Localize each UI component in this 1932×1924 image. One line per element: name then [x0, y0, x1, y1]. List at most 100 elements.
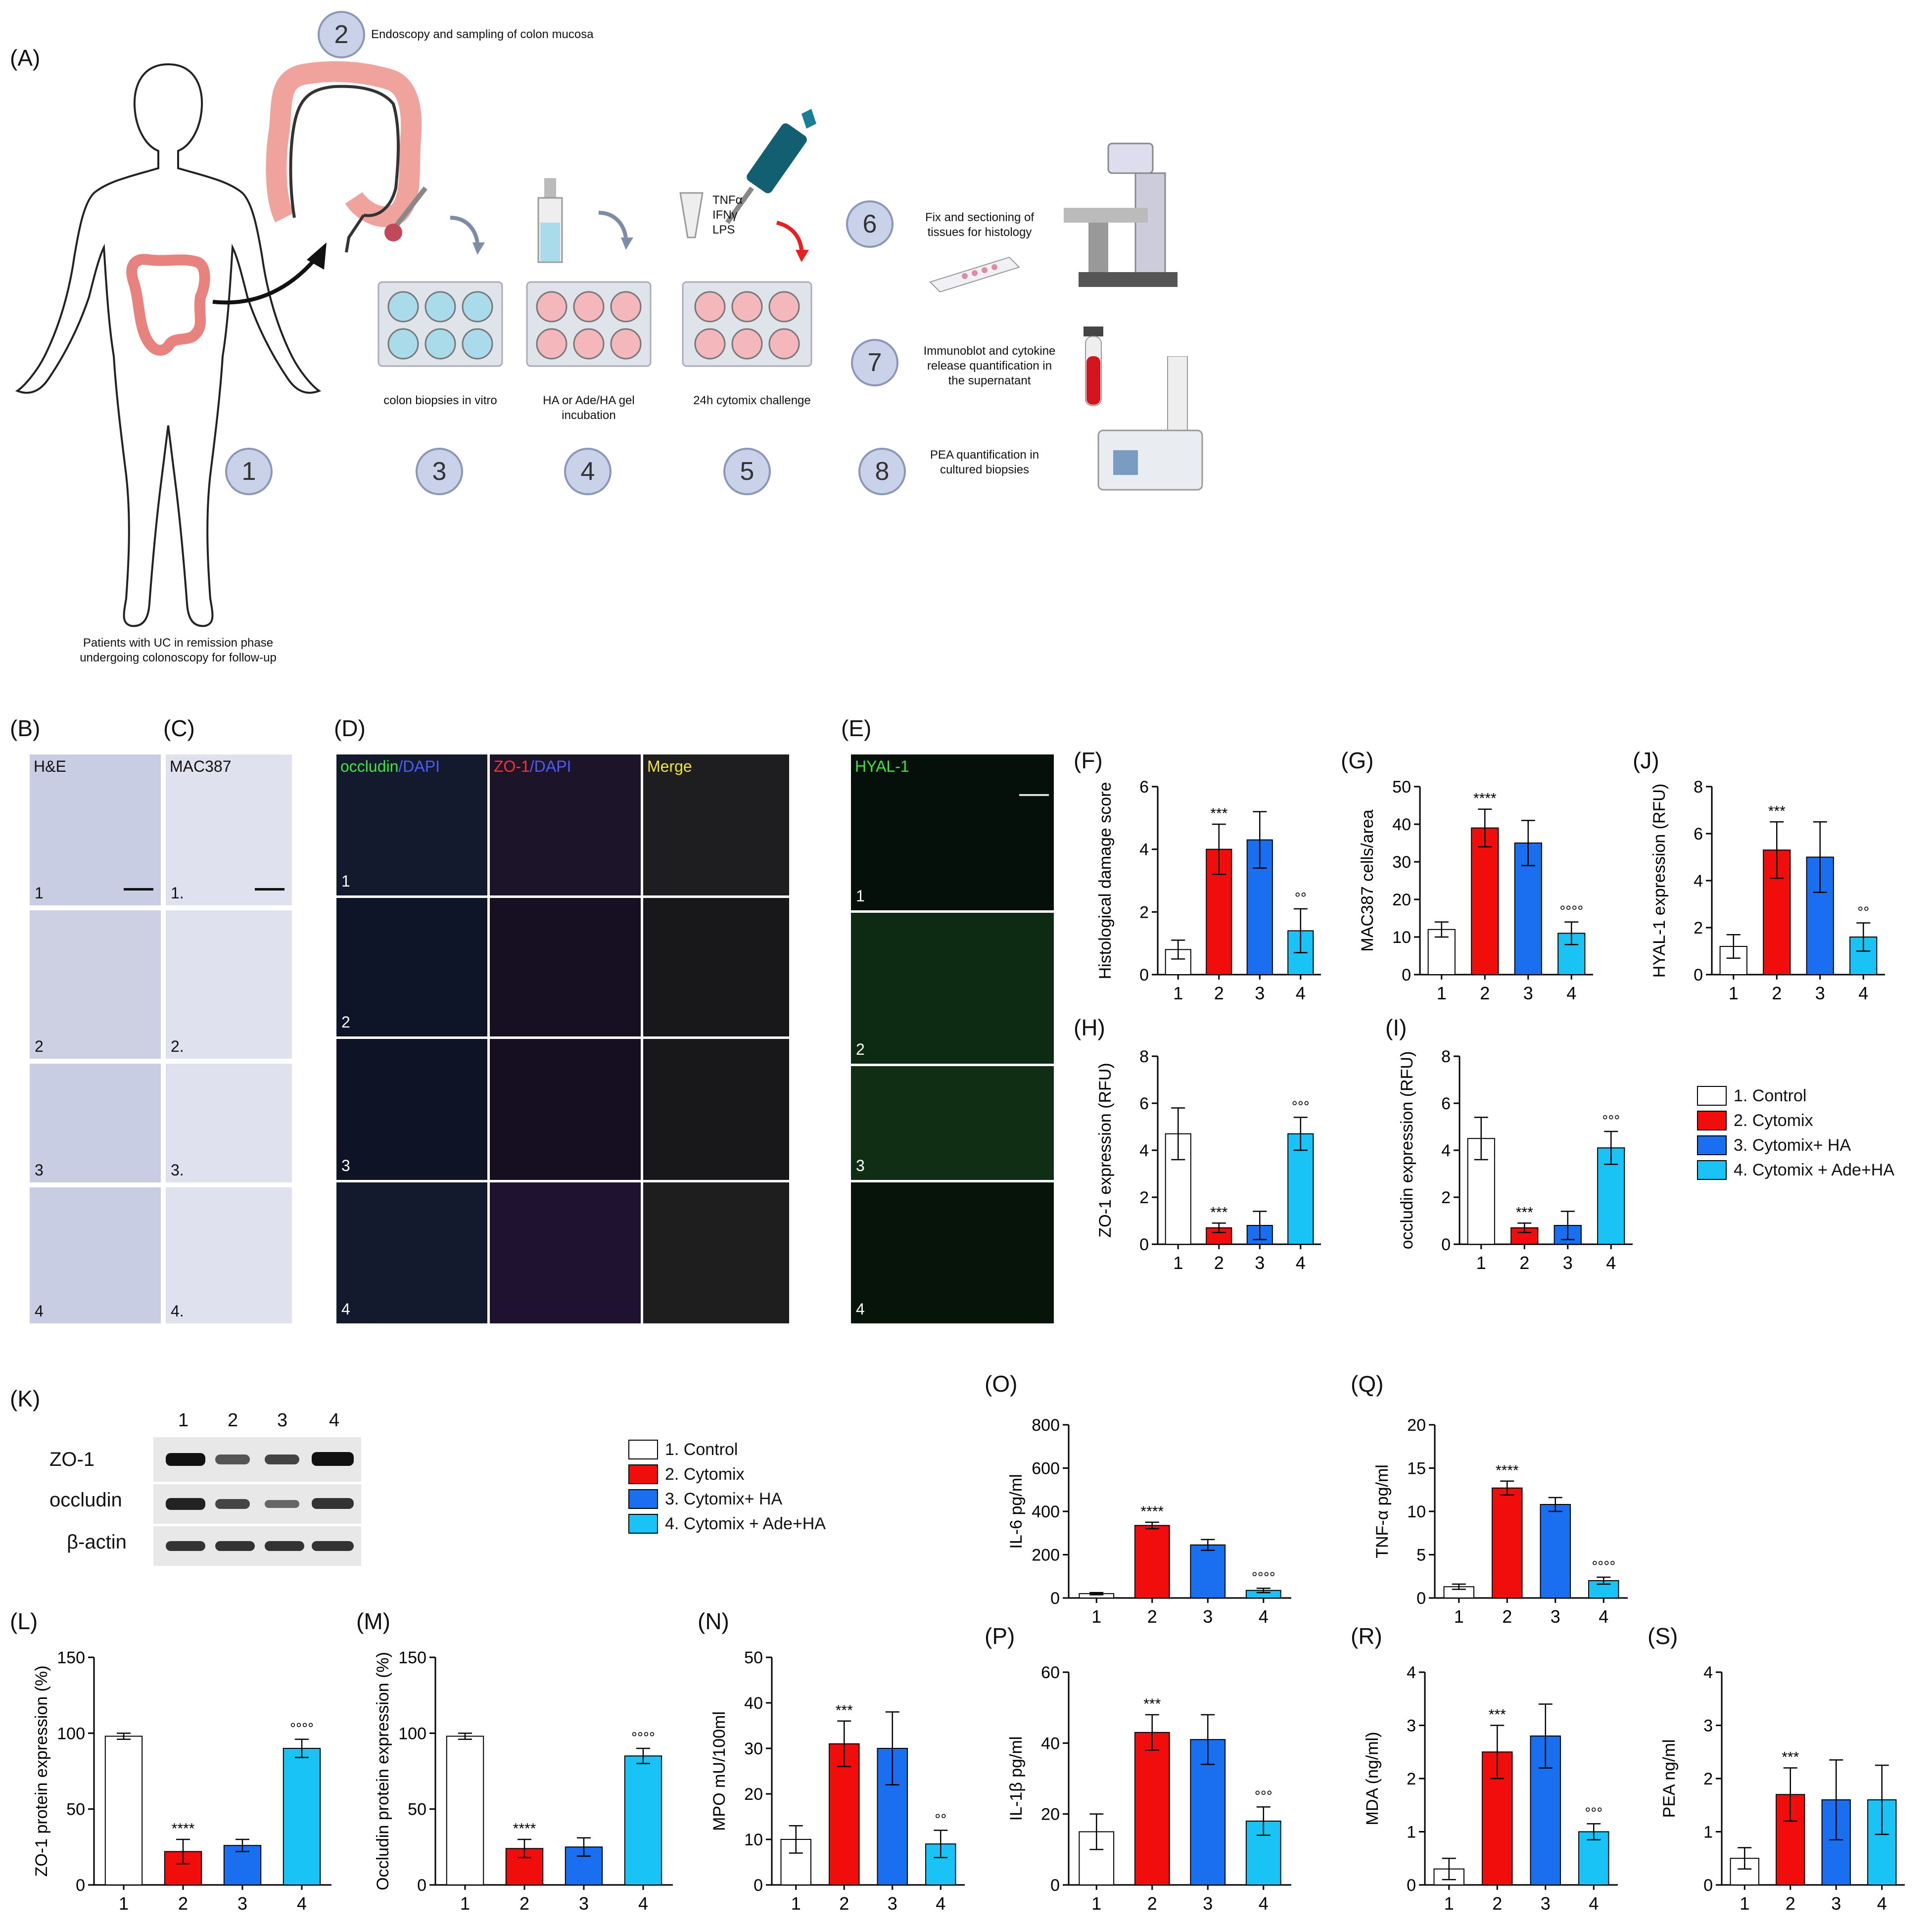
x-tick-label: 4: [1858, 983, 1868, 1003]
significance-label: °°°°: [1559, 903, 1583, 920]
x-tick-label: 3: [1563, 1253, 1573, 1273]
y-tick-label: 20: [1407, 1416, 1426, 1435]
panel-label-d: (D): [334, 715, 366, 741]
band: [312, 1452, 354, 1466]
chart-s: 0 1 2 3 4 PEA ng/ml 1 2 *** 3 4: [1660, 1663, 1905, 1914]
x-tick-label: 2: [1772, 983, 1782, 1003]
y-tick-label: 10: [744, 1830, 763, 1849]
y-tick-label: 2: [1703, 1770, 1713, 1788]
legend-item-cytomix-ade-ha: 4. Cytomix + Ade+HA: [1697, 1158, 1894, 1182]
occludin-image-4: 4: [336, 1182, 487, 1323]
y-tick-label: 2: [1139, 1188, 1149, 1207]
x-tick-label: 2: [1480, 983, 1490, 1003]
y-axis-label: Occludin protein expression (%): [374, 1652, 392, 1890]
significance-label: ***: [836, 1702, 853, 1719]
y-tick-label: 0: [1139, 1235, 1149, 1254]
y-tick-label: 20: [744, 1785, 763, 1804]
y-tick-label: 50: [1392, 778, 1411, 797]
x-tick-label: 3: [237, 1893, 247, 1914]
x-tick-label: 2: [1492, 1893, 1502, 1914]
y-tick-label: 0: [76, 1876, 85, 1895]
legend-label: 4. Cytomix + Ade+HA: [665, 1514, 826, 1533]
y-tick-label: 20: [1392, 891, 1411, 909]
chart-q: 0 5 10 15 20 TNF-α pg/ml 1 2 **** 3 4 °°°°: [1373, 1416, 1628, 1627]
hyal1-image-1: HYAL-1 1: [851, 754, 1054, 910]
chart-i: 0 2 4 6 8 occludin expression (RFU) 1 2 *** 3 4 °°°: [1398, 1047, 1633, 1273]
band: [166, 1453, 205, 1466]
x-tick-label: 3: [1815, 983, 1825, 1003]
human-body-illustration: [15, 63, 322, 627]
y-tick-label: 5: [1416, 1546, 1426, 1565]
scale-bar: [124, 888, 153, 891]
legend-swatch: [628, 1440, 658, 1459]
y-axis-label: ZO-1 expression (RFU): [1096, 1063, 1115, 1237]
mac387-micrograph-3: 3.: [166, 1064, 292, 1182]
x-tick-label: 2: [1502, 1606, 1512, 1627]
occludin-text: occludin: [340, 757, 399, 775]
x-tick-label: 3: [1255, 983, 1265, 1003]
lane-label-1: 1: [178, 1410, 189, 1431]
significance-label: ****: [1140, 1503, 1164, 1520]
legend-label: 4. Cytomix + Ade+HA: [1734, 1160, 1895, 1179]
y-tick-label: 6: [1139, 778, 1149, 797]
x-tick-label: 4: [297, 1893, 307, 1914]
occludin-channel-label: occludin/DAPI: [340, 757, 440, 776]
y-tick-label: 0: [1139, 966, 1149, 985]
plate-step5-icon: [679, 192, 812, 367]
step8-circle: 8: [858, 448, 906, 495]
plate-step3-icon: [377, 186, 503, 367]
hyal1-image-3: 3: [851, 1066, 1054, 1180]
step5-circle: 5: [723, 448, 771, 495]
chart-j: 0 2 4 6 8 HYAL-1 expression (RFU) 1 2 *** 3 4 °°: [1650, 778, 1885, 1003]
bar-2: [1471, 827, 1499, 975]
y-tick-label: 0: [1050, 1876, 1060, 1895]
bar-2: [505, 1848, 544, 1885]
band: [265, 1500, 299, 1508]
chart-p: 0 20 40 60 IL-1β pg/ml 1 2 *** 3 4 °°°: [1007, 1663, 1291, 1914]
y-tick-label: 50: [66, 1800, 85, 1819]
y-tick-label: 8: [1694, 778, 1703, 797]
mac387-row-label-3: 3.: [171, 1161, 184, 1179]
step6-circle: 6: [846, 200, 894, 248]
x-tick-label: 1: [1454, 1606, 1464, 1627]
significance-label: ****: [513, 1821, 536, 1837]
y-axis-label: ZO-1 protein expression (%): [32, 1665, 51, 1877]
significance-label: ***: [1516, 1204, 1533, 1220]
mac387-row-label-1: 1.: [171, 884, 184, 902]
x-tick-label: 1: [1729, 983, 1739, 1003]
x-tick-label: 1: [791, 1893, 801, 1914]
blot-strip-zo1: [153, 1437, 361, 1482]
mac387-micrograph-2: 2.: [166, 910, 292, 1059]
x-tick-label: 4: [936, 1893, 945, 1914]
chart-m: 0 50 100 150 Occludin protein expression (%)…: [374, 1648, 673, 1914]
band: [265, 1541, 304, 1551]
y-tick-label: 600: [1032, 1459, 1060, 1478]
he-micrograph-3: 3: [30, 1064, 161, 1182]
blot-strip-occludin: [153, 1484, 361, 1524]
x-tick-label: 3: [1523, 983, 1533, 1003]
x-tick-label: 1: [1740, 1893, 1749, 1914]
y-tick-label: 150: [57, 1648, 85, 1667]
y-tick-label: 8: [1139, 1047, 1149, 1066]
colon-endoscopy-illustration: [266, 61, 422, 253]
significance-label: °°°°: [290, 1721, 314, 1737]
merge-image-4: [643, 1182, 789, 1323]
x-tick-label: 4: [1296, 983, 1306, 1003]
occludin-image-1: occludin/DAPI 1: [336, 754, 487, 895]
significance-label: ****: [1473, 791, 1497, 807]
chart-f: 0 2 4 6 Histological damage score 1 2 *** 3 4 °°: [1096, 778, 1321, 1003]
x-tick-label: 4: [638, 1893, 648, 1914]
lane-label-2: 2: [228, 1410, 238, 1431]
mac387-row-label-2: 2.: [171, 1037, 184, 1055]
y-tick-label: 4: [1407, 1663, 1416, 1682]
e-row-label-1: 1: [856, 887, 865, 905]
y-tick-label: 0: [1407, 1876, 1416, 1895]
y-tick-label: 40: [744, 1694, 763, 1713]
hyal1-label: HYAL-1: [855, 757, 909, 775]
legend-swatch: [1697, 1086, 1727, 1106]
step5-text: 24h cytomix challenge: [693, 394, 811, 407]
panel-label-p: (P): [985, 1623, 1015, 1649]
y-axis-label: IL-6 pg/ml: [1007, 1474, 1026, 1549]
y-tick-label: 20: [1041, 1805, 1060, 1824]
x-tick-label: 2: [839, 1893, 849, 1914]
